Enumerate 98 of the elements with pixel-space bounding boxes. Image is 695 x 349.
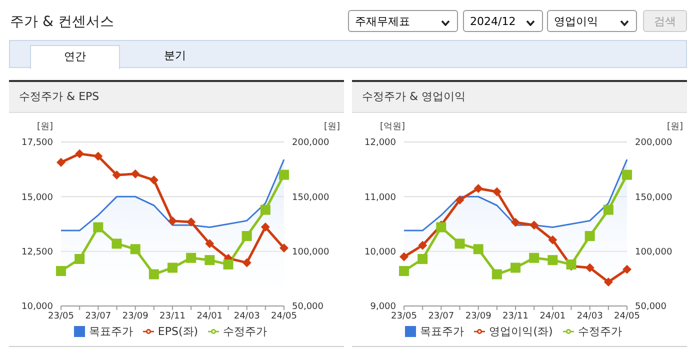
y2-tick-label: 150,000 [292, 192, 330, 203]
point [56, 158, 66, 167]
point [418, 254, 428, 264]
point [242, 258, 252, 268]
point [93, 222, 104, 232]
x-tick-label: 24/05 [271, 311, 297, 322]
point [603, 204, 614, 215]
point [511, 218, 520, 227]
x-tick-label: 23/11 [502, 311, 528, 322]
y-tick-label: 12,500 [22, 248, 54, 258]
x-tick-label: 23/05 [48, 311, 74, 322]
y-tick-label: 12,000 [364, 138, 396, 148]
legend-label: 목표주가 [420, 325, 464, 338]
point [260, 222, 270, 232]
point [566, 259, 576, 270]
point [436, 222, 446, 232]
y2-tick-label: 100,000 [635, 248, 672, 258]
y2-axis-title: [원] [324, 121, 340, 133]
point [56, 266, 66, 276]
point [186, 218, 196, 227]
y-axis-title: [억원] [380, 121, 406, 133]
point [223, 259, 234, 270]
text: 분기 [163, 48, 187, 64]
point [168, 216, 177, 226]
legend-label: 목표주가 [88, 325, 133, 338]
point [473, 244, 484, 254]
point [474, 184, 483, 193]
point [186, 252, 196, 263]
y2-tick-label: 50,000 [292, 302, 324, 312]
point [604, 277, 613, 286]
text: 연간 [30, 45, 120, 69]
point [622, 170, 632, 180]
point [149, 176, 158, 185]
point [112, 238, 122, 249]
x-tick-label: 24/01 [540, 311, 566, 322]
y2-tick-label: 100,000 [292, 248, 330, 258]
point [242, 231, 252, 242]
x-tick-label: 23/09 [465, 311, 492, 322]
point [455, 195, 464, 204]
point [399, 266, 409, 276]
x-tick-label: 24/05 [614, 311, 640, 322]
point [94, 152, 103, 161]
chart-title: 수정주가 & 영업이익 [352, 82, 687, 113]
legend-label: 영업이익(좌) [489, 325, 553, 338]
y-axis-title: [원] [37, 121, 54, 133]
y2-tick-label: 150,000 [635, 192, 672, 203]
y2-tick-label: 200,000 [635, 138, 672, 148]
y-tick-label: 15,000 [22, 192, 54, 203]
x-tick-label: 23/07 [85, 311, 112, 322]
y2-tick-label: 200,000 [292, 138, 330, 148]
text: 2024/12 [463, 10, 543, 32]
y2-tick-label: 50,000 [635, 302, 667, 312]
point [148, 269, 159, 280]
y-tick-label: 9,000 [370, 302, 396, 312]
x-tick-label: 23/09 [122, 311, 149, 322]
chart-title: 수정주가 & EPS [9, 82, 344, 113]
point [130, 244, 140, 254]
point [130, 169, 140, 178]
point [585, 263, 594, 272]
y-tick-label: 11,000 [364, 192, 396, 203]
text: 영업이익 [547, 10, 637, 32]
point [400, 252, 408, 262]
text: 주재무제표 [348, 10, 458, 32]
point [280, 244, 288, 253]
point [418, 240, 428, 250]
point [204, 255, 215, 266]
point [112, 170, 122, 180]
text: 주가 & 컨센서스 [10, 13, 114, 31]
y-tick-label: 10,000 [364, 248, 396, 258]
text: 검색 [643, 10, 687, 32]
y-tick-label: 10,000 [22, 302, 54, 312]
point [205, 239, 214, 248]
point [492, 187, 502, 196]
x-tick-label: 23/11 [160, 311, 186, 322]
point [454, 238, 465, 249]
legend-label: 수정주가 [223, 325, 268, 338]
point [529, 252, 540, 263]
x-tick-label: 23/07 [428, 311, 454, 322]
legend-label: EPS(좌) [158, 325, 198, 338]
point [548, 235, 558, 244]
point [584, 231, 595, 242]
x-tick-label: 24/03 [576, 311, 603, 322]
point [260, 204, 270, 215]
point [279, 170, 289, 180]
point [622, 264, 632, 274]
point [74, 254, 85, 264]
x-tick-label: 24/01 [196, 311, 223, 322]
y-tick-label: 17,500 [22, 138, 54, 148]
x-tick-label: 24/03 [234, 311, 260, 322]
point [492, 269, 502, 280]
point [75, 149, 84, 158]
legend-label: 수정주가 [578, 325, 622, 338]
point [510, 262, 520, 273]
x-tick-label: 23/05 [391, 311, 417, 322]
point [530, 220, 539, 230]
y2-axis-title: [원] [666, 121, 683, 133]
point [548, 255, 558, 266]
point [168, 262, 178, 273]
